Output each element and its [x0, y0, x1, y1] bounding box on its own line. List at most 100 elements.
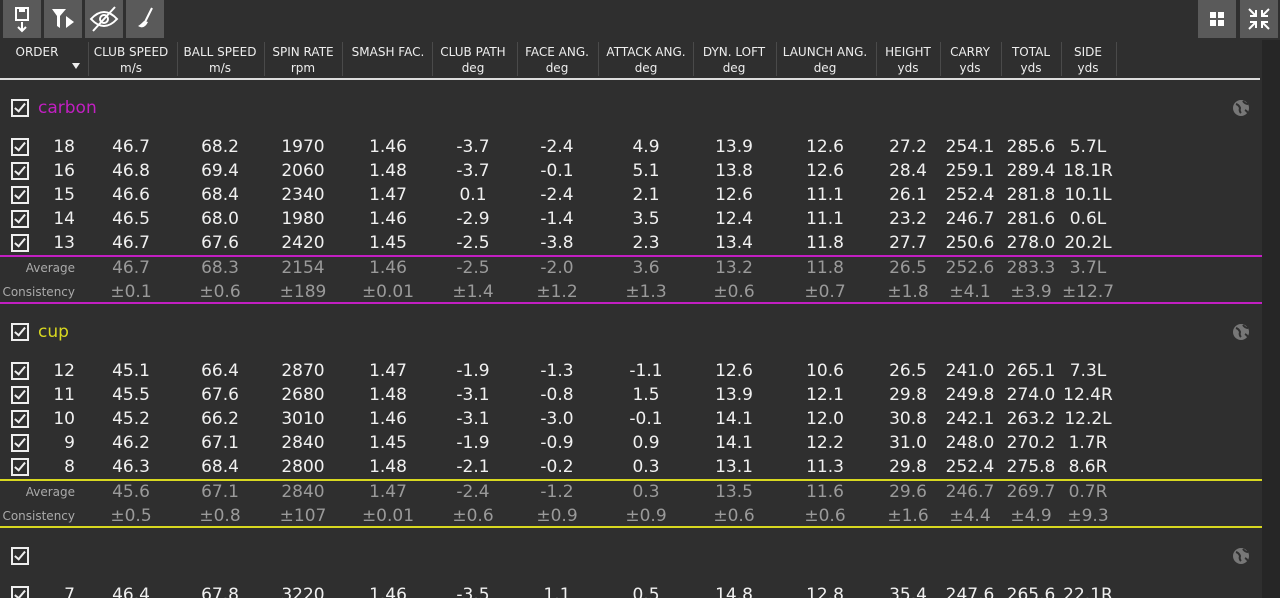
column-unit: yds	[897, 61, 919, 75]
shot-cell: 3010	[281, 409, 325, 429]
save-button[interactable]	[3, 0, 41, 38]
filter-button[interactable]	[44, 0, 82, 38]
column-separator	[1116, 42, 1117, 76]
collapse-button[interactable]	[1240, 0, 1278, 38]
consistency-cell: ±12.7	[1061, 282, 1115, 302]
column-header[interactable]: CLUB PATH	[440, 45, 506, 59]
shot-cell: 31.0	[889, 433, 927, 453]
shot-cell: 11	[53, 385, 75, 405]
column-separator	[264, 42, 265, 76]
consistency-cell: ±107	[279, 506, 327, 526]
group-name: cup	[38, 322, 69, 342]
column-header[interactable]: CLUB SPEED	[93, 45, 169, 59]
column-header[interactable]: SIDE	[1074, 45, 1102, 59]
consistency-cell: ±0.6	[713, 282, 755, 302]
group-checkbox[interactable]	[11, 99, 29, 117]
column-header[interactable]: HEIGHT	[885, 45, 931, 59]
column-header[interactable]: SPIN RATE	[272, 45, 334, 59]
row-checkbox[interactable]	[11, 586, 29, 598]
globe-icon[interactable]	[1231, 546, 1251, 566]
column-header[interactable]: TOTAL	[1011, 45, 1051, 59]
row-checkbox[interactable]	[11, 458, 29, 476]
shot-cell: -3.5	[456, 585, 490, 598]
column-header[interactable]: LAUNCH ANG.	[782, 45, 868, 59]
column-unit: deg	[634, 61, 658, 75]
column-header[interactable]: FACE ANG.	[525, 45, 589, 59]
shot-cell: 67.6	[201, 385, 239, 405]
shot-cell: 2870	[281, 361, 325, 381]
column-header[interactable]: BALL SPEED	[183, 45, 257, 59]
scrollbar[interactable]	[1262, 40, 1280, 598]
shot-cell: 13.8	[715, 161, 753, 181]
column-separator	[177, 42, 178, 76]
shot-cell: 2840	[281, 433, 325, 453]
average-cell: -1.2	[540, 482, 574, 502]
shot-cell: 2680	[281, 385, 325, 405]
column-separator	[517, 42, 518, 76]
shot-cell: -1.9	[456, 361, 490, 381]
column-header[interactable]: SMASH FAC.	[351, 45, 425, 59]
row-checkbox[interactable]	[11, 162, 29, 180]
shot-cell: -1.4	[540, 209, 574, 229]
group-checkbox[interactable]	[11, 547, 29, 565]
row-checkbox[interactable]	[11, 362, 29, 380]
shot-cell: 27.7	[889, 233, 927, 253]
row-checkbox[interactable]	[11, 234, 29, 252]
shot-cell: -2.9	[456, 209, 490, 229]
consistency-cell: ±3.9	[1010, 282, 1052, 302]
shot-cell: 1.5	[632, 385, 660, 405]
consistency-cell: ±1.3	[625, 282, 667, 302]
group-checkbox[interactable]	[11, 323, 29, 341]
icon	[15, 7, 29, 33]
consistency-cell: ±4.1	[949, 282, 991, 302]
shot-cell: 1.46	[369, 137, 407, 157]
row-checkbox[interactable]	[11, 434, 29, 452]
shot-cell: 14.8	[715, 585, 753, 598]
globe-icon[interactable]	[1231, 98, 1251, 118]
column-separator	[1061, 42, 1062, 76]
consistency-cell: ±9.3	[1067, 506, 1109, 526]
globe-icon[interactable]	[1231, 322, 1251, 342]
shot-cell: 13.9	[715, 385, 753, 405]
shot-cell: 1.7R	[1068, 433, 1108, 453]
shot-cell: 28.4	[889, 161, 927, 181]
shot-cell: 289.4	[1006, 161, 1056, 181]
group-line	[0, 255, 1262, 257]
shot-cell: -3.1	[456, 409, 490, 429]
column-header[interactable]: ORDER	[15, 45, 59, 59]
club-button[interactable]	[126, 0, 164, 38]
column-header[interactable]: ATTACK ANG.	[606, 45, 686, 59]
average-cell: 13.5	[715, 482, 753, 502]
shot-cell: 27.2	[889, 137, 927, 157]
consistency-cell: ±1.2	[536, 282, 578, 302]
row-checkbox[interactable]	[11, 386, 29, 404]
shot-cell: 4.9	[632, 137, 660, 157]
column-unit: yds	[1020, 61, 1042, 75]
grid-button[interactable]	[1198, 0, 1236, 38]
row-checkbox[interactable]	[11, 210, 29, 228]
shot-cell: 8	[64, 457, 75, 477]
column-header[interactable]: CARRY	[950, 45, 990, 59]
column-unit: rpm	[290, 61, 316, 75]
consistency-cell: ±0.6	[199, 282, 241, 302]
shot-cell: 7	[64, 585, 75, 598]
shot-cell: 46.8	[112, 161, 150, 181]
column-header[interactable]: DYN. LOFT	[702, 45, 766, 59]
shot-cell: 22.1R	[1063, 585, 1113, 598]
shot-cell: 270.2	[1006, 433, 1056, 453]
shot-cell: 2420	[281, 233, 325, 253]
shot-cell: 29.8	[889, 385, 927, 405]
row-checkbox[interactable]	[11, 138, 29, 156]
row-checkbox[interactable]	[11, 186, 29, 204]
shot-cell: 285.6	[1006, 137, 1056, 157]
consistency-cell: ±0.9	[536, 506, 578, 526]
column-separator	[342, 42, 343, 76]
row-checkbox[interactable]	[11, 410, 29, 428]
hide-button[interactable]	[85, 0, 123, 38]
shot-cell: 5.1	[632, 161, 660, 181]
average-cell: 1.47	[369, 482, 407, 502]
average-cell: 1.46	[369, 258, 407, 278]
average-cell: 46.7	[112, 258, 150, 278]
consistency-cell: ±0.01	[361, 506, 415, 526]
column-unit: deg	[813, 61, 837, 75]
